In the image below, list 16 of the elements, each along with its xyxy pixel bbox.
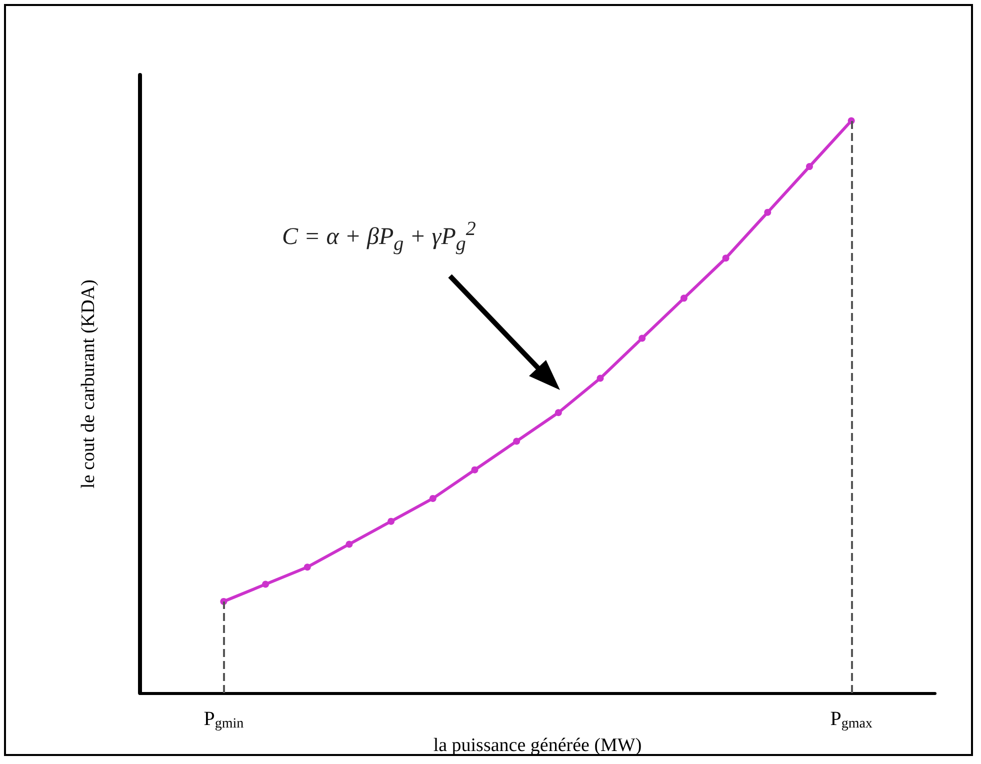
point — [680, 294, 688, 302]
point — [596, 374, 604, 382]
point — [262, 580, 270, 588]
point — [471, 466, 478, 474]
point — [388, 518, 395, 525]
point — [764, 208, 772, 216]
point — [722, 254, 730, 262]
point — [806, 163, 813, 170]
x-axis-title: la puissance générée (MW) — [433, 734, 642, 756]
point — [429, 494, 436, 502]
y-axis-title: le cout de carburant (KDA) — [78, 280, 99, 488]
point — [513, 438, 520, 445]
point — [638, 334, 646, 342]
point — [304, 564, 311, 571]
point — [554, 409, 562, 416]
point — [346, 540, 353, 548]
